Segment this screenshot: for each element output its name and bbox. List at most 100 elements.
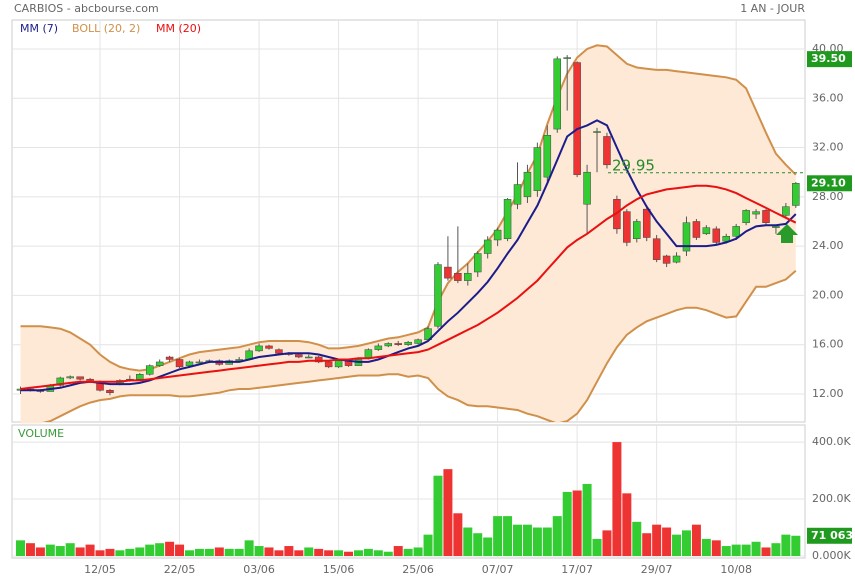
volume-bar bbox=[513, 524, 522, 557]
volume-bar bbox=[721, 546, 731, 557]
signal-arrow bbox=[776, 224, 798, 243]
volume-bar bbox=[711, 540, 721, 557]
candle-body bbox=[702, 227, 711, 235]
y-tick-label: 32.00 bbox=[812, 141, 844, 154]
x-tick-label: 10/08 bbox=[720, 563, 752, 576]
volume-bar bbox=[622, 493, 632, 557]
volume-bar bbox=[433, 475, 443, 557]
legend-entry: MM (7) bbox=[20, 22, 58, 35]
volume-bar bbox=[55, 546, 65, 557]
volume-bar bbox=[204, 548, 214, 557]
volume-bar bbox=[731, 544, 741, 557]
volume-bar bbox=[115, 550, 125, 557]
volume-bar bbox=[741, 544, 751, 557]
candle-body bbox=[682, 222, 691, 252]
volume-tick-label: 0.000K bbox=[812, 549, 851, 562]
volume-bar bbox=[324, 550, 334, 557]
volume-bar bbox=[353, 550, 363, 557]
volume-bar bbox=[294, 550, 304, 557]
chart-title: CARBIOS - abcbourse.com bbox=[14, 2, 159, 15]
volume-bar bbox=[85, 544, 95, 557]
candle-body bbox=[444, 266, 452, 279]
volume-bar bbox=[542, 527, 552, 557]
volume-bar bbox=[155, 543, 165, 557]
legend-entry: BOLL (20, 2) bbox=[72, 22, 140, 35]
candle-body bbox=[662, 255, 671, 264]
candle-body bbox=[155, 361, 164, 366]
candle-body bbox=[384, 343, 393, 347]
volume-bar bbox=[393, 546, 403, 557]
volume-bar bbox=[751, 541, 761, 557]
volume-bar bbox=[175, 544, 185, 557]
candle-body bbox=[583, 171, 591, 205]
y-tick-label: 36.00 bbox=[812, 91, 844, 104]
x-tick-label: 12/05 bbox=[84, 563, 116, 576]
volume-bar bbox=[572, 490, 582, 557]
y-tick-label: 28.00 bbox=[812, 190, 844, 203]
volume-bar bbox=[691, 524, 701, 557]
volume-bar bbox=[214, 547, 224, 557]
candle-body bbox=[652, 238, 661, 260]
candle-body bbox=[434, 264, 442, 327]
volume-bar bbox=[701, 538, 711, 557]
volume-bar bbox=[413, 547, 423, 557]
candle-body bbox=[404, 341, 412, 345]
candle-body bbox=[513, 184, 522, 205]
bollinger-lower bbox=[42, 270, 797, 422]
candle-body bbox=[712, 228, 721, 243]
volume-bar bbox=[423, 534, 433, 557]
price-badge bbox=[807, 527, 852, 544]
price-badge-label: 39.50 bbox=[811, 52, 846, 65]
volume-bar bbox=[493, 516, 503, 557]
plot-area bbox=[16, 44, 800, 422]
price-badge-label: 71 063 bbox=[811, 529, 853, 542]
y-tick-label: 24.00 bbox=[812, 239, 844, 252]
volume-bar bbox=[234, 548, 244, 557]
x-tick-label: 25/06 bbox=[402, 563, 434, 576]
y-tick-label: 20.00 bbox=[812, 288, 844, 301]
candle-body bbox=[483, 239, 492, 254]
price-badge bbox=[807, 51, 852, 68]
candle-body bbox=[473, 253, 482, 273]
volume-bar bbox=[274, 550, 284, 557]
y-tick-label: 12.00 bbox=[812, 387, 844, 400]
candle-body bbox=[324, 361, 333, 368]
volume-bar bbox=[532, 527, 542, 557]
candle-body bbox=[145, 365, 154, 375]
x-tick-label: 07/07 bbox=[482, 563, 514, 576]
candle-body bbox=[76, 376, 84, 380]
volume-bar bbox=[75, 547, 85, 557]
volume-bar bbox=[334, 550, 344, 557]
candle-body bbox=[563, 57, 571, 59]
candle-body bbox=[493, 229, 502, 241]
volume-bar bbox=[224, 548, 234, 557]
volume-bar bbox=[681, 530, 691, 557]
candle-body bbox=[66, 376, 74, 379]
volume-bar bbox=[344, 551, 354, 557]
candle-body bbox=[185, 361, 194, 366]
candle-body bbox=[334, 360, 343, 368]
volume-bar bbox=[761, 547, 771, 557]
candle-body bbox=[573, 62, 581, 175]
volume-bar bbox=[771, 543, 781, 557]
volume-bar bbox=[612, 442, 622, 557]
moving-average bbox=[20, 119, 797, 392]
y-tick-label: 16.00 bbox=[812, 338, 844, 351]
candle-body bbox=[792, 183, 800, 206]
volume-bar bbox=[45, 544, 55, 557]
candle-body bbox=[782, 206, 790, 216]
volume-bar bbox=[16, 540, 25, 557]
volume-bar bbox=[244, 540, 254, 557]
candle-body bbox=[672, 255, 681, 263]
volume-bar bbox=[284, 546, 294, 557]
x-tick-label: 22/05 bbox=[164, 563, 196, 576]
candle-body bbox=[454, 272, 462, 281]
candle-body bbox=[623, 211, 631, 243]
x-tick-label: 03/06 bbox=[243, 563, 275, 576]
volume-bar bbox=[403, 548, 413, 557]
candle-body bbox=[553, 58, 562, 130]
volume-bar bbox=[642, 533, 652, 557]
volume-bar bbox=[65, 543, 75, 557]
candle-body bbox=[305, 356, 313, 359]
volume-bar bbox=[105, 548, 115, 557]
